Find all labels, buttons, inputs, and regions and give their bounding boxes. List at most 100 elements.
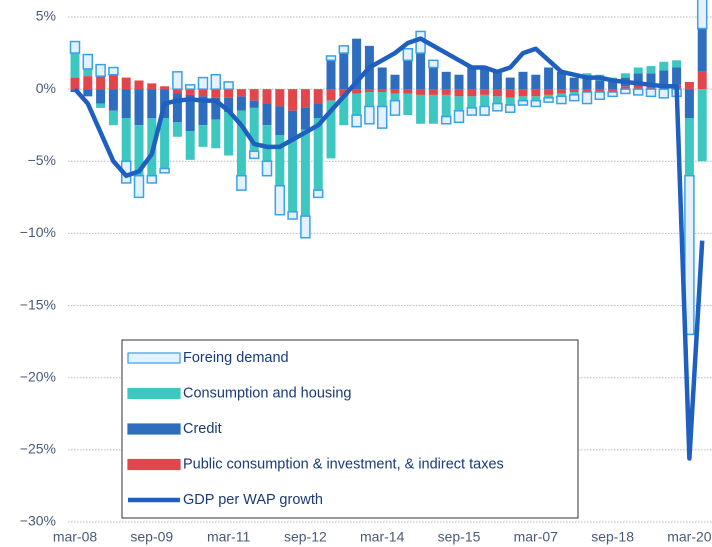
bar [454, 74, 464, 90]
bar [377, 67, 387, 90]
bar [236, 110, 246, 176]
bar [172, 93, 182, 123]
bar [556, 93, 566, 97]
bar [326, 100, 336, 159]
legend-box [121, 339, 579, 519]
bar [172, 89, 182, 94]
bar [96, 89, 106, 104]
bar [659, 61, 669, 71]
bar [480, 89, 490, 95]
bar [658, 88, 670, 99]
bar [352, 93, 362, 116]
bar [505, 77, 515, 90]
bar [595, 89, 605, 93]
bar [544, 94, 554, 98]
bar [646, 66, 656, 74]
bar [185, 130, 195, 160]
bar [633, 84, 643, 90]
bar [70, 77, 80, 90]
bar [287, 211, 298, 220]
bar [595, 80, 605, 90]
bar [608, 89, 618, 93]
bar [108, 110, 118, 126]
x-tick-label: mar-20 [667, 529, 712, 545]
bar [134, 89, 144, 126]
bar [339, 96, 349, 126]
bar [645, 88, 657, 98]
bar [620, 73, 630, 78]
bar [172, 71, 183, 90]
bar [211, 89, 221, 98]
bar [416, 89, 426, 95]
bar [134, 125, 144, 176]
bar [300, 215, 311, 239]
bar [95, 63, 106, 77]
bar [352, 89, 362, 94]
bar [262, 103, 272, 126]
bar [403, 60, 413, 90]
legend-label: GDP per WAP growth [183, 492, 323, 508]
bar [428, 67, 438, 90]
bar [121, 118, 131, 162]
bar [453, 110, 465, 124]
legend-label: Public consumption & investment, & indir… [183, 456, 504, 472]
bar [69, 40, 81, 54]
bar [492, 71, 502, 90]
bar [275, 135, 285, 186]
bar [224, 89, 234, 98]
bar [83, 68, 93, 77]
bar [326, 60, 336, 90]
bar [633, 73, 643, 85]
bar [160, 118, 170, 169]
bar [479, 105, 490, 116]
bar [133, 174, 145, 199]
bar [467, 67, 477, 90]
bar [325, 55, 337, 62]
bar [646, 73, 656, 85]
bar [504, 104, 516, 113]
legend-swatch [127, 387, 181, 400]
bar [172, 122, 182, 137]
bar [454, 89, 464, 97]
bar [517, 99, 529, 106]
bar [147, 83, 157, 90]
x-tick-label: sep-18 [591, 529, 634, 545]
bar [184, 84, 196, 90]
bar [441, 89, 451, 95]
bar [108, 89, 118, 111]
bar [467, 89, 477, 97]
bar [198, 96, 208, 126]
legend-swatch [127, 352, 181, 364]
bar [236, 174, 247, 191]
y-tick-label: 0% [36, 80, 56, 96]
bar [556, 95, 567, 105]
bar [416, 53, 426, 90]
bar [197, 76, 209, 90]
bar [288, 110, 298, 140]
bar [582, 89, 592, 93]
bar [684, 81, 694, 90]
bar [568, 94, 580, 102]
bar [441, 94, 451, 117]
bar [352, 38, 362, 90]
bar [389, 99, 401, 116]
bar [288, 89, 298, 111]
legend-swatch [127, 423, 181, 435]
bar [147, 89, 157, 118]
bar [466, 107, 478, 116]
bar [402, 47, 414, 62]
bar [428, 94, 438, 124]
bar [403, 93, 413, 116]
bar [262, 125, 272, 162]
bar [505, 89, 515, 98]
bar [108, 74, 118, 90]
legend-label: Credit [183, 421, 222, 437]
x-tick-label: sep-12 [284, 529, 327, 545]
bar [275, 106, 285, 136]
bar [454, 96, 464, 111]
x-tick-label: mar-11 [207, 529, 251, 545]
bar [249, 107, 259, 152]
x-tick-label: mar-14 [360, 529, 405, 545]
bar [480, 67, 490, 90]
